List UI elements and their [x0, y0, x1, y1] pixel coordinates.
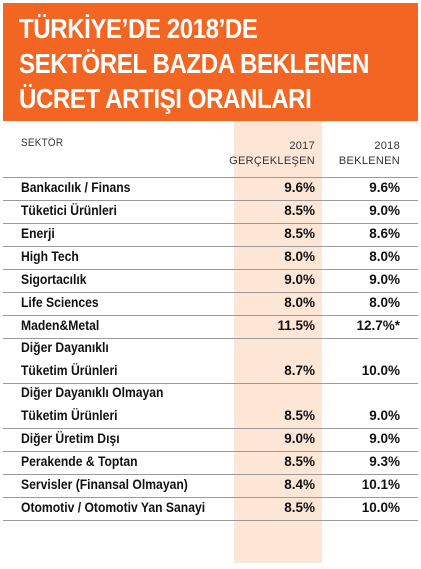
- table-row: Perakende & Toptan 8.5% 9.3%: [3, 452, 418, 475]
- sector-name: Tüketici Ürünleri: [21, 203, 117, 218]
- table-row: Maden&Metal 11.5% 12.7%*: [3, 316, 418, 339]
- sector-name: Diğer Dayanıklı Olmayan Tüketim Ürünleri: [21, 383, 163, 425]
- value-2017: 9.6%: [284, 180, 315, 195]
- value-2018: 12.7%*: [356, 318, 400, 333]
- title-banner: TÜRKİYE’DE 2018’DE SEKTÖREL BAZDA BEKLEN…: [3, 3, 418, 121]
- value-2018: 10.0%: [361, 500, 400, 515]
- sector-name: Enerji: [21, 226, 55, 241]
- value-2017: 11.5%: [277, 318, 315, 333]
- table-header: SEKTÖR 2017 GERÇEKLEŞEN 2018 BEKLENEN: [3, 121, 418, 178]
- value-2018: 8.0%: [369, 249, 400, 264]
- value-2018: 9.0%: [369, 431, 400, 446]
- sector-name: High Tech: [21, 249, 79, 264]
- value-2017: 8.4%: [284, 477, 315, 492]
- value-2017: 8.5%: [284, 408, 315, 423]
- column-header-sector: SEKTÖR: [21, 137, 64, 149]
- value-2017: 8.5%: [284, 454, 315, 469]
- sector-name: Life Sciences: [21, 295, 99, 310]
- value-2017: 8.5%: [284, 203, 315, 218]
- column-header-2017: 2017 GERÇEKLEŞEN: [229, 139, 315, 169]
- value-2018: 8.6%: [369, 226, 400, 241]
- column-header-2017-label: GERÇEKLEŞEN: [229, 155, 315, 167]
- highlight-column-2017: [234, 121, 322, 563]
- value-2017: 8.5%: [284, 500, 315, 515]
- table-row: Bankacılık / Finans 9.6% 9.6%: [3, 178, 418, 201]
- table-row: Sigortacılık 9.0% 9.0%: [3, 270, 418, 293]
- value-2018: 9.0%: [369, 203, 400, 218]
- table-body: Bankacılık / Finans 9.6% 9.6% Tüketici Ü…: [3, 178, 418, 521]
- value-2018: 9.3%: [369, 454, 400, 469]
- title-line-3: ÜCRET ARTIŞI ORANLARI: [19, 83, 312, 114]
- value-2018: 10.0%: [361, 363, 400, 378]
- sector-name: Bankacılık / Finans: [21, 180, 131, 195]
- sector-name: Sigortacılık: [21, 272, 87, 287]
- value-2017: 8.7%: [284, 363, 315, 378]
- sector-name: Otomotiv / Otomotiv Yan Sanayi: [21, 500, 206, 515]
- sector-name: Diğer Üretim Dışı: [21, 431, 120, 446]
- table-row: Servisler (Finansal Olmayan) 8.4% 10.1%: [3, 475, 418, 498]
- table-row: Otomotiv / Otomotiv Yan Sanayi 8.5% 10.0…: [3, 498, 418, 521]
- sector-name-line-2: Tüketim Ürünleri: [21, 408, 118, 423]
- column-header-2017-year: 2017: [289, 140, 315, 152]
- sector-name-line-1: Diğer Dayanıklı: [21, 340, 109, 355]
- sector-name: Diğer Dayanıklı Tüketim Ürünleri: [21, 338, 118, 380]
- value-2018: 10.1%: [361, 477, 400, 492]
- column-header-2018-label: BEKLENEN: [338, 155, 400, 167]
- table-row: Enerji 8.5% 8.6%: [3, 224, 418, 247]
- sector-name-line-1: Diğer Dayanıklı Olmayan: [21, 385, 164, 400]
- value-2018: 9.0%: [369, 272, 400, 287]
- value-2017: 8.0%: [284, 249, 315, 264]
- table-row: High Tech 8.0% 8.0%: [3, 247, 418, 270]
- value-2017: 9.0%: [284, 272, 315, 287]
- table-row: Tüketici Ürünleri 8.5% 9.0%: [3, 201, 418, 224]
- infographic-card: TÜRKİYE’DE 2018’DE SEKTÖREL BAZDA BEKLEN…: [3, 3, 418, 563]
- wage-table: SEKTÖR 2017 GERÇEKLEŞEN 2018 BEKLENEN Ba…: [3, 121, 418, 563]
- column-header-2018: 2018 BEKLENEN: [339, 139, 400, 169]
- sector-name: Servisler (Finansal Olmayan): [21, 477, 188, 492]
- sector-name-line-2: Tüketim Ürünleri: [21, 363, 118, 378]
- value-2018: 9.0%: [369, 408, 400, 423]
- value-2018: 8.0%: [369, 295, 400, 310]
- table-row: Diğer Dayanıklı Tüketim Ürünleri 8.7% 10…: [3, 339, 418, 384]
- value-2017: 8.5%: [284, 226, 315, 241]
- value-2017: 9.0%: [284, 431, 315, 446]
- table-row: Diğer Üretim Dışı 9.0% 9.0%: [3, 429, 418, 452]
- title-line-2: SEKTÖREL BAZDA BEKLENEN: [19, 48, 369, 79]
- column-header-2018-year: 2018: [374, 140, 400, 152]
- value-2017: 8.0%: [284, 295, 315, 310]
- sector-name: Perakende & Toptan: [21, 454, 138, 469]
- table-row: Life Sciences 8.0% 8.0%: [3, 293, 418, 316]
- value-2018: 9.6%: [369, 180, 400, 195]
- sector-name: Maden&Metal: [21, 318, 100, 333]
- title-line-1: TÜRKİYE’DE 2018’DE: [19, 13, 258, 44]
- table-row: Diğer Dayanıklı Olmayan Tüketim Ürünleri…: [3, 384, 418, 429]
